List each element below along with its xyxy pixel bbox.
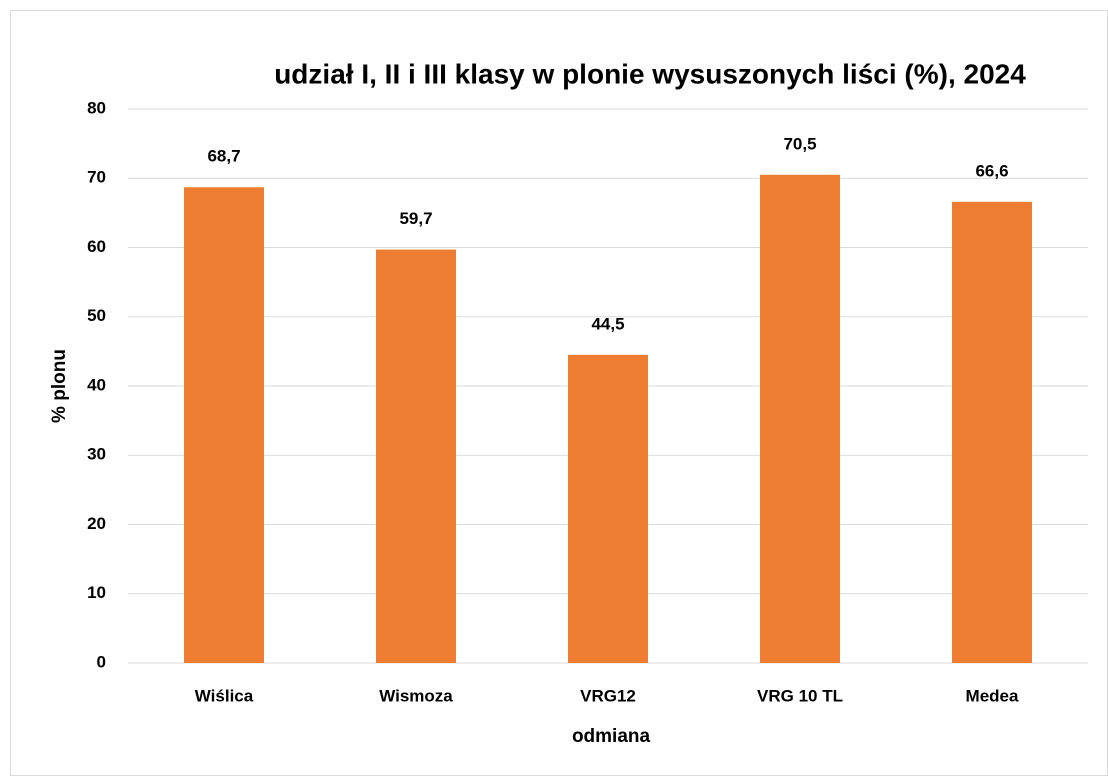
y-tick-label: 60: [87, 237, 106, 256]
bar: [376, 249, 456, 663]
data-label: 70,5: [783, 134, 816, 153]
data-label: 44,5: [591, 314, 624, 333]
bar: [568, 354, 648, 663]
bar: [760, 174, 840, 663]
data-label: 66,6: [975, 161, 1008, 180]
y-tick-label: 50: [87, 306, 106, 325]
x-tick-label: Medea: [966, 686, 1019, 705]
bar: [184, 187, 264, 663]
y-tick-label: 70: [87, 168, 106, 187]
data-label: 59,7: [399, 209, 432, 228]
x-tick-label: VRG 10 TL: [757, 686, 843, 705]
data-label: 68,7: [207, 147, 240, 166]
bar: [952, 201, 1032, 664]
chart-title: udział I, II i III klasy w plonie wysusz…: [274, 58, 1026, 89]
y-tick-label: 30: [87, 445, 106, 464]
x-tick-label: Wismoza: [379, 686, 453, 705]
x-tick-label: Wiślica: [195, 686, 254, 705]
x-tick-label: VRG12: [580, 686, 636, 705]
chart-border: [10, 10, 1108, 776]
y-tick-label: 0: [97, 652, 106, 671]
y-tick-label: 80: [87, 98, 106, 117]
x-axis-label: odmiana: [572, 726, 651, 747]
y-axis-label: % plonu: [49, 349, 70, 423]
y-tick-label: 40: [87, 375, 106, 394]
y-tick-label: 20: [87, 514, 106, 533]
y-tick-label: 10: [87, 583, 106, 602]
